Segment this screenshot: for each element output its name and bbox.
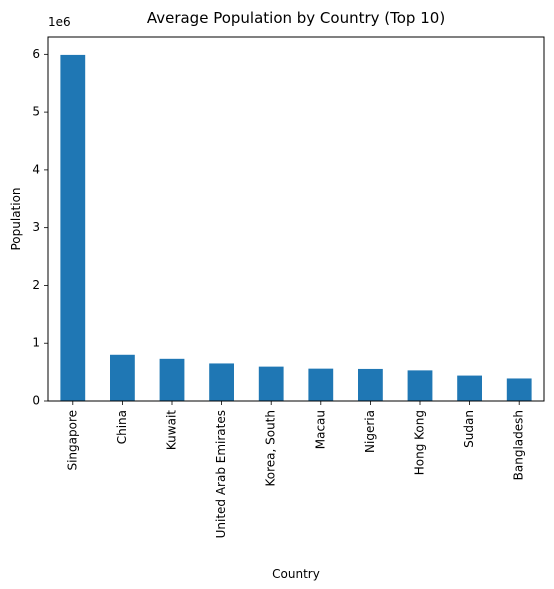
y-tick-label-4: 4	[32, 162, 40, 176]
bar-5	[308, 369, 333, 401]
bar-4	[259, 367, 284, 401]
bar-6	[358, 369, 383, 401]
y-tick-label-6: 6	[32, 47, 40, 61]
bars-group	[60, 55, 531, 401]
bar-1	[110, 355, 135, 401]
bar-3	[209, 363, 234, 401]
x-tick-label-2: Kuwait	[165, 410, 179, 450]
y-tick-label-1: 1	[32, 336, 40, 350]
x-tick-label-4: Korea, South	[264, 410, 278, 487]
x-ticks-group: Singapore China Kuwait United Arab Emirates…	[65, 401, 525, 538]
plot-frame	[48, 37, 544, 401]
bar-7	[408, 370, 433, 401]
y-tick-label-3: 3	[32, 220, 40, 234]
y-axis-offset-label: 1e6	[48, 15, 71, 29]
bar-8	[457, 376, 482, 401]
y-tick-label-0: 0	[32, 394, 40, 408]
x-tick-label-5: Macau	[313, 410, 327, 449]
x-tick-label-0: Singapore	[65, 410, 79, 471]
bar-2	[160, 359, 185, 401]
y-tick-label-5: 5	[32, 105, 40, 119]
y-tick-label-2: 2	[32, 278, 40, 292]
y-ticks-group: 0 1 2 3 4 5 6	[32, 47, 48, 408]
x-tick-label-8: Sudan	[462, 410, 476, 448]
chart-title: Average Population by Country (Top 10)	[147, 9, 445, 27]
x-tick-label-3: United Arab Emirates	[214, 410, 228, 538]
bar-0	[60, 55, 85, 401]
x-tick-label-6: Nigeria	[363, 410, 377, 453]
y-axis-label: Population	[9, 187, 23, 250]
bar-9	[507, 378, 532, 401]
x-tick-label-9: Bangladesh	[512, 410, 526, 480]
x-axis-label: Country	[272, 567, 320, 581]
x-tick-label-7: Hong Kong	[413, 410, 427, 475]
x-tick-label-1: China	[115, 410, 129, 444]
